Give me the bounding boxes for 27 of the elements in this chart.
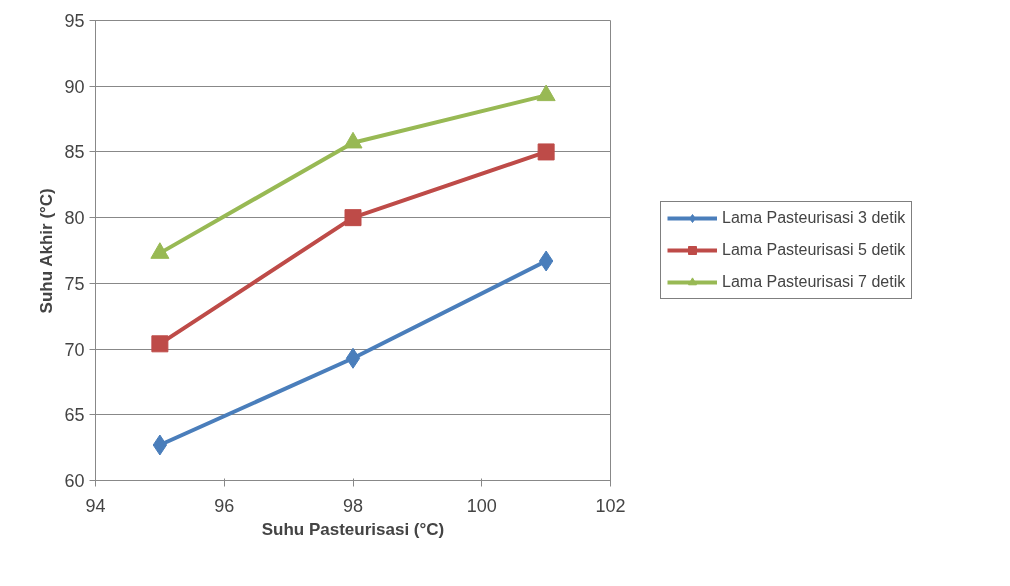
y-tick-label: 75 [64, 273, 85, 294]
legend-label: Lama Pasteurisasi 3 detik [722, 209, 906, 227]
x-tick-label: 102 [595, 495, 626, 516]
legend-label: Lama Pasteurisasi 7 detik [722, 273, 906, 291]
point [343, 131, 363, 149]
x-tick-label: 96 [214, 495, 235, 516]
point [151, 335, 169, 353]
point [152, 434, 168, 456]
y-tick-label: 70 [64, 339, 85, 360]
point [344, 209, 362, 227]
point [536, 84, 556, 102]
point [345, 347, 361, 369]
point [538, 250, 554, 272]
x-tick-label: 98 [342, 495, 364, 516]
y-axis-title: Suhu Akhir (°C) [37, 188, 57, 314]
x-axis-title: Suhu Pasteurisasi (°C) [261, 519, 445, 539]
y-tick-label: 95 [64, 11, 85, 31]
y-tick-label: 60 [64, 471, 85, 491]
point [537, 143, 555, 161]
y-tick-label: 85 [64, 142, 85, 163]
x-tick-label: 94 [85, 495, 106, 516]
legend-label: Lama Pasteurisasi 5 detik [722, 241, 906, 259]
y-tick-label: 80 [64, 208, 85, 229]
y-tick-label: 65 [64, 405, 85, 426]
x-tick-label: 100 [466, 495, 497, 516]
y-tick-label: 90 [64, 76, 85, 97]
point [150, 242, 170, 259]
